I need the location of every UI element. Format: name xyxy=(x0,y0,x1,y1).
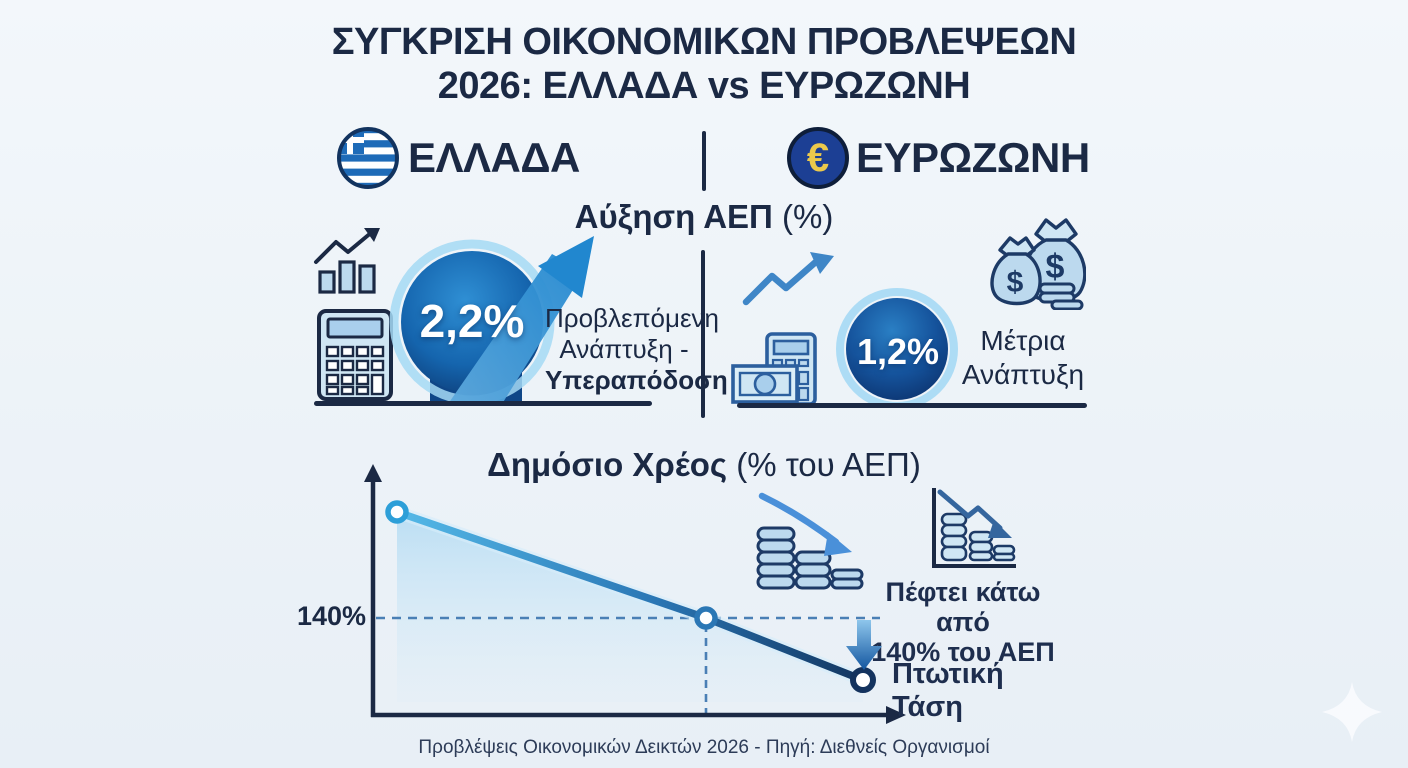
coins-decline-curved-arrow-icon xyxy=(756,492,864,590)
greece-header-label: ΕΛΛΑΔΑ xyxy=(408,134,580,181)
greece-caption-line2: Ανάπτυξη - xyxy=(559,334,689,364)
sparkle-watermark-icon xyxy=(1322,682,1382,742)
eurozone-gdp-caption: Μέτρια Ανάπτυξη xyxy=(948,324,1098,392)
greece-caption-line3: Υπεραπόδοση xyxy=(545,365,728,395)
svg-text:$: $ xyxy=(1007,266,1024,299)
debt-heading-suffix: (% του ΑΕΠ) xyxy=(727,446,921,483)
coins-decline-chart-icon xyxy=(932,488,1016,568)
gdp-section-heading: Αύξηση ΑΕΠ (%) xyxy=(0,198,1408,236)
debt-note-line2: 140% του ΑΕΠ xyxy=(871,637,1055,667)
debt-section-heading: Δημόσιο Χρέος (% του ΑΕΠ) xyxy=(0,446,1408,484)
debt-point-mid xyxy=(694,606,718,630)
eurozone-baseline xyxy=(737,403,1087,408)
page-title-line1: ΣΥΓΚΡΙΣΗ ΟΙΚΟΝΟΜΙΚΩΝ ΠΡΟΒΛΕΨΕΩΝ xyxy=(331,21,1077,63)
greece-gdp-caption: Προβλεπόμενη Ανάπτυξη - Υπεραπόδοση xyxy=(545,303,728,396)
debt-area-fill xyxy=(397,512,863,702)
eurozone-gdp-value: 1,2% xyxy=(856,331,940,372)
debt-heading-main: Δημόσιο Χρέος xyxy=(487,446,728,483)
euro-symbol: € xyxy=(807,136,829,180)
gdp-column-divider xyxy=(701,250,705,418)
downward-trend-label: Πτωτική Τάση xyxy=(892,658,1004,723)
eurozone-caption-line1: Μέτρια xyxy=(980,325,1066,356)
eurozone-header-label: ΕΥΡΩΖΩΝΗ xyxy=(856,134,1090,181)
greece-caption-line1: Προβλεπόμενη xyxy=(545,303,720,333)
gdp-heading-suffix: (%) xyxy=(772,198,834,235)
svg-text:$: $ xyxy=(1046,248,1065,286)
calculator-icon xyxy=(317,309,393,401)
calculator-banknote-icon xyxy=(731,332,817,406)
eurozone-caption-line2: Ανάπτυξη xyxy=(961,359,1085,390)
debt-line-chart xyxy=(364,464,906,724)
money-bags-icon: $ $ xyxy=(990,218,1086,310)
bar-chart-up-icon xyxy=(314,228,380,294)
footer-source: Προβλέψεις Οικονομικών Δεικτών 2026 - Πη… xyxy=(418,737,990,758)
greece-baseline xyxy=(314,401,652,406)
euro-coin-icon: € xyxy=(787,127,849,189)
greece-gdp-circle xyxy=(389,236,594,405)
y-axis-arrowhead xyxy=(364,464,382,482)
page-title-line2: 2026: ΕΛΛΑΔΑ vs ΕΥΡΩΖΩΝΗ xyxy=(437,65,971,107)
header-divider xyxy=(702,131,706,191)
debt-note-falls-below: Πέφτει κάτω από 140% του ΑΕΠ xyxy=(858,577,1068,667)
debt-point-start xyxy=(385,500,409,524)
down-arrow-icon xyxy=(846,620,882,670)
trend-up-arrow-icon xyxy=(742,252,834,306)
greece-flag-icon xyxy=(337,127,399,189)
gdp-heading-main: Αύξηση ΑΕΠ xyxy=(574,198,773,235)
page-title: ΣΥΓΚΡΙΣΗ ΟΙΚΟΝΟΜΙΚΩΝ ΠΡΟΒΛΕΨΕΩΝ 2026: ΕΛ… xyxy=(0,20,1408,108)
x-axis-arrowhead xyxy=(886,706,906,724)
debt-point-end xyxy=(850,667,876,693)
threshold-label: 140% xyxy=(296,601,366,631)
greece-gdp-value: 2,2% xyxy=(419,295,525,347)
debt-note-line1: Πέφτει κάτω από xyxy=(885,577,1041,637)
